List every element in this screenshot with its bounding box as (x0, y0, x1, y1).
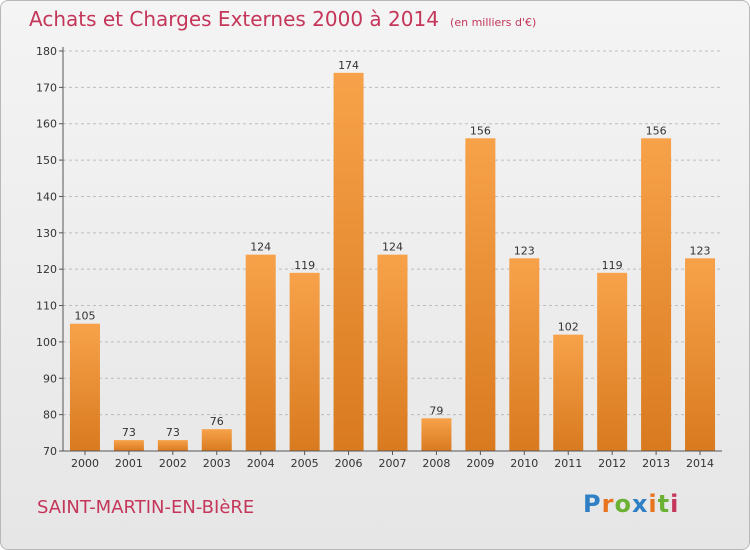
chart-unit: (en milliers d'€) (450, 16, 537, 29)
y-tick-label: 110 (36, 300, 57, 313)
y-tick-label: 90 (43, 372, 57, 385)
x-tick-label: 2008 (422, 457, 450, 470)
logo-letter: o (614, 490, 632, 518)
bar-2002 (157, 440, 188, 451)
y-tick-label: 120 (36, 263, 57, 276)
logo-letter: i (670, 490, 680, 518)
y-tick-label: 70 (43, 445, 57, 458)
data-label: 156 (646, 124, 667, 137)
axis-layer: 70 80 90 100 110 120 130 140 150 160 170 180 2000 200… (36, 45, 722, 470)
x-tick-label: 2010 (510, 457, 538, 470)
logo-letter: r (601, 490, 615, 518)
bar-2012 (597, 272, 628, 451)
commune-name: SAINT-MARTIN-EN-BIèRE (37, 497, 255, 518)
y-tick-label: 160 (36, 118, 57, 131)
data-label: 124 (250, 241, 271, 254)
bar-2003 (201, 429, 232, 451)
data-label: 73 (122, 426, 136, 439)
bar-2011 (553, 334, 584, 451)
y-tick-label: 140 (36, 190, 57, 203)
logo-letter: P (583, 490, 602, 518)
y-tick-label: 80 (43, 409, 57, 422)
bar-2001 (113, 440, 144, 451)
data-label: 76 (210, 415, 224, 428)
data-label: 124 (382, 241, 403, 254)
x-tick-label: 2001 (115, 457, 143, 470)
bar-2013 (641, 138, 672, 452)
data-label: 119 (602, 259, 623, 272)
y-tick-label: 180 (36, 45, 57, 58)
data-label: 123 (690, 244, 711, 257)
x-tick-label: 2007 (379, 457, 407, 470)
x-tick-label: 2012 (598, 457, 626, 470)
x-tick-label: 2011 (554, 457, 582, 470)
logo-letter: i (648, 490, 658, 518)
data-label: 73 (166, 426, 180, 439)
data-label: 119 (294, 259, 315, 272)
bar-2006 (333, 72, 364, 452)
data-label: 105 (74, 310, 95, 323)
chart-title-block: Achats et Charges Externes 2000 à 2014 (… (29, 7, 536, 31)
bar-2007 (377, 254, 408, 451)
x-tick-label: 2002 (159, 457, 187, 470)
x-tick-label: 2013 (642, 457, 670, 470)
logo-letter: t (657, 490, 671, 518)
chart-title: Achats et Charges Externes 2000 à 2014 (29, 7, 439, 31)
bar-2009 (465, 138, 496, 452)
y-tick-label: 170 (36, 81, 57, 94)
bar-2014 (685, 258, 716, 451)
bar-layer: 105 73 73 76 124 119 174 124 79 156 123 102 119 156 12… (69, 59, 716, 452)
bar-2004 (245, 254, 276, 451)
bar-2005 (289, 272, 320, 451)
y-tick-label: 100 (36, 336, 57, 349)
y-tick-label: 130 (36, 227, 57, 240)
data-label: 156 (470, 124, 491, 137)
logo-letter: x (631, 490, 649, 518)
x-tick-label: 2005 (291, 457, 319, 470)
data-label: 174 (338, 59, 359, 72)
grid-layer (63, 50, 722, 416)
bar-2010 (509, 258, 540, 451)
x-tick-label: 2006 (335, 457, 363, 470)
x-tick-label: 2000 (71, 457, 99, 470)
bar-2008 (421, 418, 452, 451)
data-label: 79 (429, 404, 443, 417)
data-label: 123 (514, 244, 535, 257)
proxiti-logo[interactable]: Proxiti (583, 490, 679, 518)
data-label: 102 (558, 321, 579, 334)
y-tick-label: 150 (36, 154, 57, 167)
x-tick-label: 2004 (247, 457, 275, 470)
x-tick-label: 2009 (466, 457, 494, 470)
x-tick-label: 2014 (686, 457, 714, 470)
x-tick-label: 2003 (203, 457, 231, 470)
bar-2000 (69, 323, 100, 451)
